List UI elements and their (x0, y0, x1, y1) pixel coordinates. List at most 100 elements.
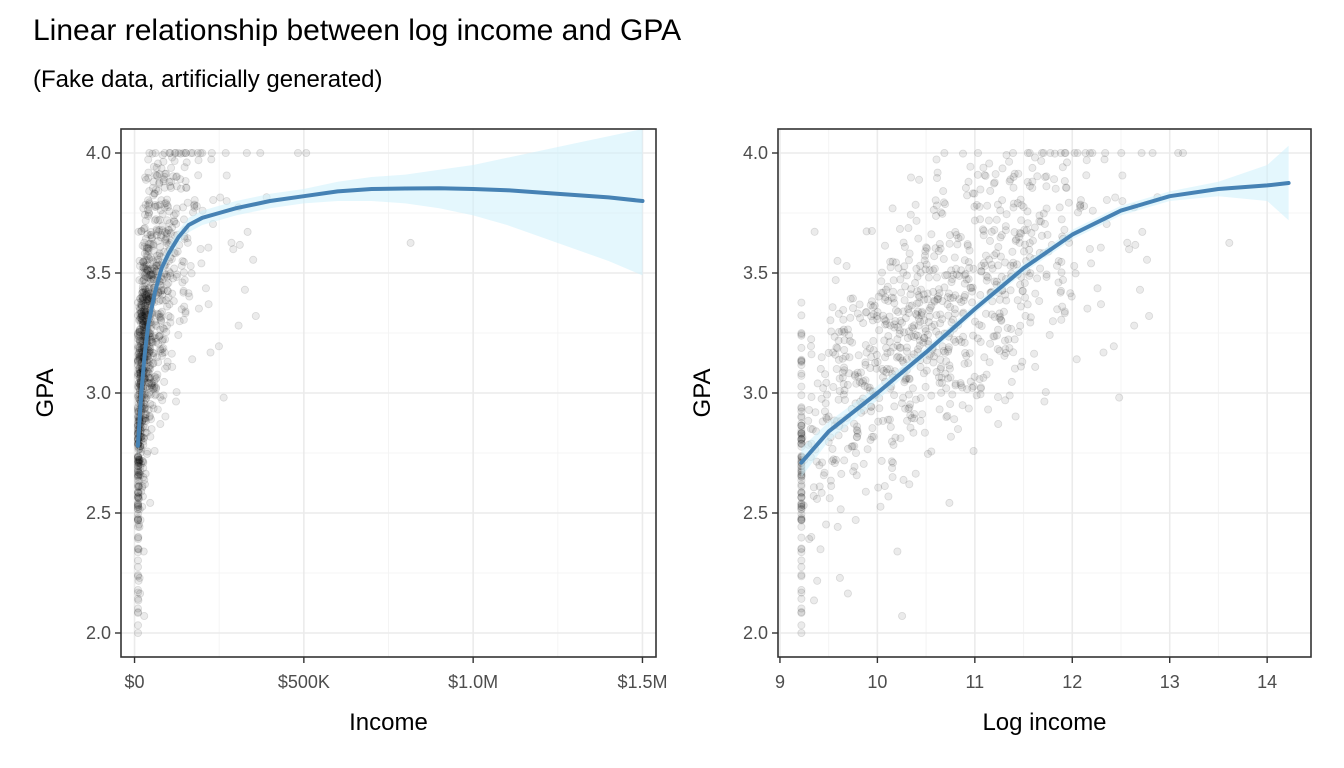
data-point (135, 315, 144, 324)
data-point (982, 370, 991, 379)
data-point (135, 344, 144, 353)
data-point (140, 249, 149, 258)
data-point (1076, 201, 1085, 210)
data-point (135, 456, 144, 465)
data-point (906, 411, 915, 420)
data-point (797, 419, 806, 428)
data-point (133, 515, 142, 524)
data-point (293, 148, 302, 157)
data-point (147, 270, 156, 279)
data-point (1099, 348, 1108, 357)
data-point (964, 258, 973, 267)
data-point (134, 458, 143, 467)
data-point (823, 415, 832, 424)
data-point (134, 576, 143, 585)
data-point (970, 372, 979, 381)
data-point (152, 337, 161, 346)
data-point (141, 234, 150, 243)
data-point (142, 295, 151, 304)
data-point (242, 148, 251, 157)
data-point (797, 412, 806, 421)
data-point (976, 185, 985, 194)
data-point (960, 292, 969, 301)
data-point (133, 468, 142, 477)
data-point (883, 364, 892, 373)
data-point (133, 361, 142, 370)
data-point (180, 275, 189, 284)
data-point (960, 256, 969, 265)
data-point (879, 288, 888, 297)
data-point (1039, 209, 1048, 218)
data-point (931, 244, 940, 253)
data-point (1009, 172, 1018, 181)
data-point (865, 344, 874, 353)
data-point (880, 315, 889, 324)
data-point (302, 148, 311, 157)
data-point (1066, 289, 1075, 298)
data-point (932, 211, 941, 220)
data-point (997, 272, 1006, 281)
data-point (157, 315, 166, 324)
chart-subtitle: (Fake data, artificially generated) (33, 66, 383, 93)
data-point (157, 307, 166, 316)
data-point (958, 383, 967, 392)
data-point (168, 362, 177, 371)
data-point (143, 449, 152, 458)
data-point (190, 203, 199, 212)
data-point (158, 150, 167, 159)
data-point (140, 290, 149, 299)
data-point (139, 307, 148, 316)
data-point (877, 456, 886, 465)
data-point (142, 268, 151, 277)
data-point (816, 364, 825, 373)
y-tick-label: 3.5 (743, 263, 768, 283)
data-point (840, 456, 849, 465)
data-point (162, 327, 171, 336)
data-point (982, 271, 991, 280)
data-point (135, 325, 144, 334)
y-axis-title: GPA (689, 369, 716, 418)
data-point (134, 227, 143, 236)
data-point (862, 348, 871, 357)
data-point (929, 352, 938, 361)
data-point (834, 355, 843, 364)
data-point (147, 381, 156, 390)
data-point (168, 223, 177, 232)
data-point (881, 353, 890, 362)
data-point (945, 498, 954, 507)
data-point (139, 457, 148, 466)
data-point (1060, 309, 1069, 318)
data-point (251, 311, 260, 320)
data-point (899, 307, 908, 316)
data-point (145, 374, 154, 383)
data-point (797, 513, 806, 522)
data-point (152, 231, 161, 240)
data-point (904, 305, 913, 314)
data-point (1109, 342, 1118, 351)
data-point (900, 242, 909, 251)
data-point (146, 390, 155, 399)
data-point (797, 369, 806, 378)
data-point (886, 347, 895, 356)
data-point (1060, 148, 1069, 157)
data-point (990, 178, 999, 187)
data-point (1076, 203, 1085, 212)
data-point (1001, 345, 1010, 354)
data-point (138, 502, 147, 511)
data-point (138, 311, 147, 320)
data-point (849, 467, 858, 476)
data-point (1037, 156, 1046, 165)
data-point (144, 196, 153, 205)
data-point (888, 204, 897, 213)
data-point (890, 320, 899, 329)
data-point (992, 249, 1001, 258)
data-point (957, 266, 966, 275)
data-point (144, 285, 153, 294)
data-point (178, 257, 187, 266)
data-point (910, 414, 919, 423)
data-point (160, 377, 169, 386)
data-point (819, 384, 828, 393)
data-point (859, 377, 868, 386)
data-point (144, 208, 153, 217)
data-point (914, 331, 923, 340)
